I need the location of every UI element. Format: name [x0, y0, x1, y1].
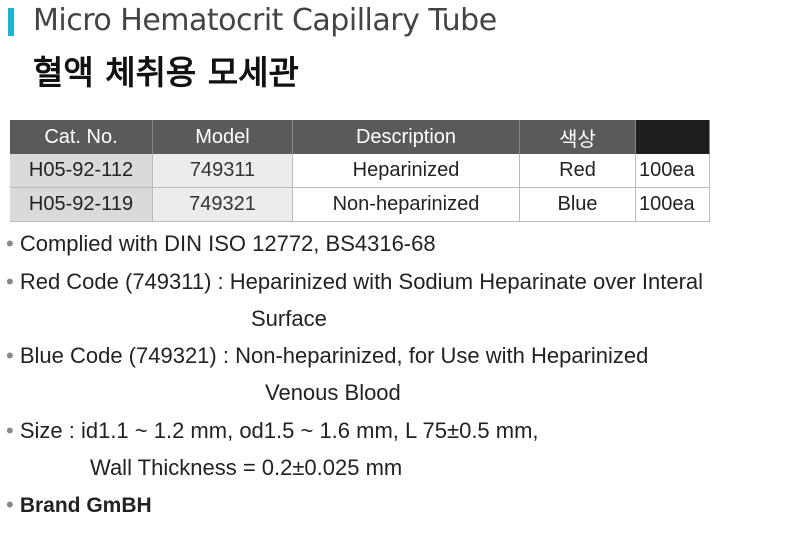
- product-table: Cat. No. Model Description 색상 H05-92-112…: [10, 120, 710, 222]
- cell-model: 749321: [152, 187, 293, 222]
- col-description: Description: [292, 120, 520, 154]
- bullet-red-code: • Red Code (749311) : Heparinized with S…: [6, 269, 704, 294]
- bullet-blue-code-cont: Venous Blood: [265, 380, 401, 405]
- col-color: 색상: [519, 120, 636, 154]
- col-qty: [635, 120, 710, 154]
- bullet-blue-code: • Blue Code (749321) : Non-heparinized, …: [6, 343, 649, 368]
- col-model: Model: [152, 120, 293, 154]
- bullet-brand: • Brand GmBH: [6, 492, 152, 517]
- cell-cat-no: H05-92-119: [10, 187, 153, 222]
- page-subtitle: 혈액 체취용 모세관: [33, 53, 299, 92]
- cell-qty: 100ea: [635, 154, 710, 188]
- bullet-red-code-cont: Surface: [251, 306, 327, 331]
- bullet-size-cont: Wall Thickness = 0.2±0.025 mm: [90, 455, 403, 480]
- page-title: Micro Hematocrit Capillary Tube: [33, 3, 497, 38]
- bullet-standard: • Complied with DIN ISO 12772, BS4316-68: [6, 231, 436, 256]
- table-header: Cat. No. Model Description 색상: [10, 120, 710, 154]
- cell-description: Heparinized: [292, 154, 520, 188]
- cell-color: Blue: [519, 187, 636, 222]
- col-cat-no: Cat. No.: [10, 120, 153, 154]
- cell-qty: 100ea: [635, 187, 710, 222]
- accent-bar: [8, 8, 14, 36]
- cell-description: Non-heparinized: [292, 187, 520, 222]
- bullet-size: • Size : id1.1 ~ 1.2 mm, od1.5 ~ 1.6 mm,…: [6, 418, 539, 443]
- table-row: H05-92-112 749311 Heparinized Red 100ea: [10, 154, 710, 188]
- cell-color: Red: [519, 154, 636, 188]
- table-row: H05-92-119 749321 Non-heparinized Blue 1…: [10, 187, 710, 222]
- cell-cat-no: H05-92-112: [10, 154, 153, 188]
- cell-model: 749311: [152, 154, 293, 188]
